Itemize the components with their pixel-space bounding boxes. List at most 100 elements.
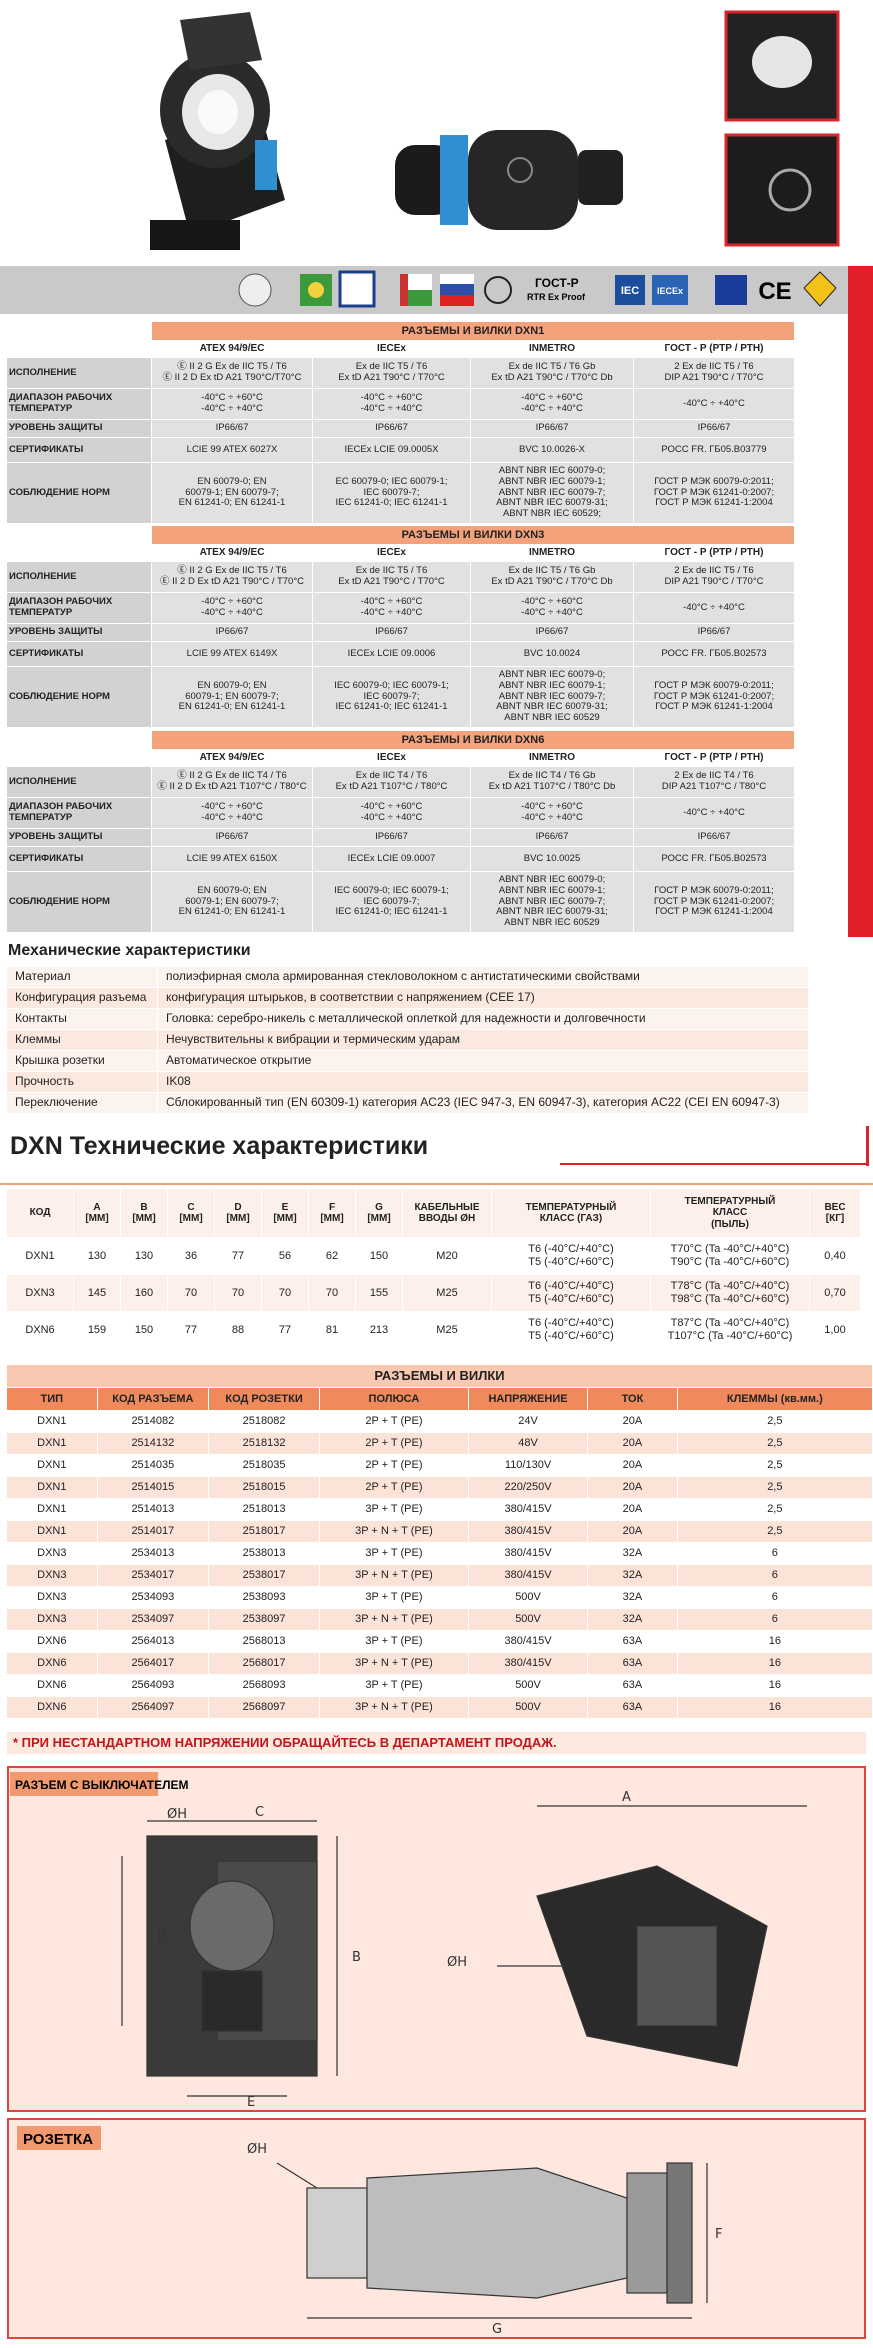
table-cell: РАЗЪЕМЫ И ВИЛКИ DXN6 — [152, 731, 794, 749]
table-cell: ДИАПАЗОН РАБОЧИХ ТЕМПЕРАТУР — [7, 389, 151, 419]
table-cell: DXN1 — [37, 1503, 67, 1516]
table-cell: 70 — [215, 1275, 261, 1311]
table-cell: 2P + T (PE) — [365, 1415, 423, 1428]
table-row: DXN1 130 130 36 77 56 62 150 M20 T6 (-40°C/+40°C)… — [7, 1238, 860, 1274]
table-cell: ТИП — [7, 1388, 97, 1410]
table-row: ДИАПАЗОН РАБОЧИХ ТЕМПЕРАТУР -40°C ÷ +60°C… — [7, 798, 794, 828]
table-cell: DXN1 — [7, 1477, 97, 1498]
table-cell: 220/250V — [468, 1477, 588, 1498]
footnote: * ПРИ НЕСТАНДАРТНОМ НАПРЯЖЕНИИ ОБРАЩАЙТЕ… — [7, 1732, 866, 1754]
table-cell: -40°C ÷ +60°C -40°C ÷ +40°C — [471, 389, 633, 419]
table: КОД A [ММ] B [ММ] C [ММ] D [ММ] E [ММ] F [ММ] G… — [6, 1188, 861, 1349]
table-cell: 500V — [515, 1591, 541, 1604]
table-cell: DXN3 — [37, 1547, 67, 1560]
table-cell: ABNT NBR IEC 60079-0; ABNT NBR IEC 60079… — [471, 463, 633, 523]
table: РАЗЪЕМЫ И ВИЛКИ DXN1 ATEX 94/9/EC IECEx INM… — [6, 321, 795, 524]
table-cell: 2538013 — [242, 1547, 286, 1560]
table-cell: 70 — [168, 1275, 214, 1311]
table-row: DXN3 2534017 2538017 3P + N + T (PE) 380/415… — [7, 1565, 872, 1586]
table-cell: Ⓔ II 2 G Ex de IIC T5 / T6 Ⓔ II 2 D Ex t… — [152, 562, 312, 592]
table-cell: IP66/67 — [634, 624, 794, 641]
logo-text: IECEx — [657, 286, 683, 296]
table-cell: T78°C (Ta -40°C/+40°C) T98°C (Ta -40°C/+… — [651, 1275, 809, 1311]
table-row: Клеммы Нечувствительны к вибрации и терми… — [7, 1030, 808, 1050]
table-cell: DXN6 — [37, 1679, 67, 1692]
table-row: DXN6 2564013 2568013 3P + T (PE) 380/415V 63A… — [7, 1631, 872, 1652]
table-cell: 2538093 — [242, 1591, 286, 1604]
table-cell: Ex de IIC T4 / T6 Ex tD A21 T107°C / T80… — [313, 767, 470, 797]
table-row: УРОВЕНЬ ЗАЩИТЫ IP66/67 IP66/67 IP66/67 IP66/… — [7, 624, 794, 641]
table-cell: 2564013 — [131, 1635, 175, 1648]
table-cell: 2564017 — [97, 1653, 209, 1674]
table-cell: IP66/67 — [634, 420, 794, 437]
table-row: Конфигурация разъема конфигурация штырько… — [7, 988, 808, 1008]
table-cell: УРОВЕНЬ ЗАЩИТЫ — [7, 624, 151, 641]
table-cell: 81 — [325, 1323, 339, 1336]
table-cell: 3P + T (PE) — [365, 1679, 423, 1692]
table-cell: 150 — [369, 1249, 389, 1262]
table-cell: 2514132 — [97, 1433, 209, 1454]
table-cell: ГОСТ - Р (РТР / РТН) — [634, 341, 794, 357]
table-cell: Ⓔ II 2 G Ex de IIC T4 / T6 Ⓔ II 2 D Ex t… — [152, 767, 312, 797]
table-cell: Ex de IIC T4 / T6 Gb Ex tD A21 T107°C / … — [471, 767, 633, 797]
tech-table: КОД A [ММ] B [ММ] C [ММ] D [ММ] E [ММ] F [ММ] G… — [6, 1188, 861, 1349]
table-cell: 2518015 — [209, 1477, 320, 1498]
product-photos — [150, 10, 840, 250]
table-cell: 6 — [771, 1591, 778, 1604]
table-cell: IECEx — [313, 341, 470, 357]
drawing-title: РАЗЪЕМ С ВЫКЛЮЧАТЕЛЕМ — [15, 1778, 189, 1792]
table-cell: IECEx LCIE 09.0005X — [313, 438, 470, 462]
drawing-socket: РОЗЕТКА ØH F G — [7, 2118, 866, 2339]
table-cell: ГОСТ Р МЭК 60079-0:2011; ГОСТ Р МЭК 6124… — [634, 463, 794, 523]
connector-photo — [150, 12, 285, 250]
table-row: DXN3 2534097 2538097 3P + N + T (PE) 500V 32A… — [7, 1609, 872, 1630]
dimension-label: A — [622, 1790, 631, 1805]
table-cell: 63A — [622, 1635, 643, 1648]
table-cell: INMETRO — [471, 341, 633, 357]
table-cell: 2534093 — [131, 1591, 175, 1604]
table-cell: 2518082 — [242, 1415, 286, 1428]
table-cell: 2534097 — [97, 1609, 209, 1630]
table-cell: 1,00 — [824, 1323, 846, 1336]
table-cell: РАЗЪЕМЫ И ВИЛКИ DXN3 — [152, 526, 794, 544]
table-cell: DXN1 — [37, 1459, 67, 1472]
table-cell: 2534013 — [131, 1547, 175, 1560]
table-cell: INMETRO — [471, 750, 633, 766]
table-cell: ТЕМПЕРАТУРНЫЙ КЛАСС (ГАЗ) — [492, 1189, 650, 1237]
section-title: Механические характеристики — [8, 942, 251, 959]
table-row: ИСПОЛНЕНИЕ Ⓔ II 2 G Ex de IIC T4 / T6 Ⓔ I… — [7, 767, 794, 797]
table-cell: -40°C ÷ +60°C -40°C ÷ +40°C — [313, 593, 470, 623]
table-cell: IEC 60079-0; IEC 60079-1; IEC 60079-7; I… — [313, 667, 470, 727]
table-cell: ДИАПАЗОН РАБОЧИХ ТЕМПЕРАТУР — [7, 798, 151, 828]
table-cell: 70 — [262, 1275, 308, 1311]
table-cell: 63A — [588, 1653, 677, 1674]
table-cell: 6 — [771, 1547, 778, 1560]
table-cell: СЕРТИФИКАТЫ — [7, 642, 151, 666]
logo-text: CE — [758, 278, 791, 305]
table-cell: ATEX 94/9/EC — [152, 341, 312, 357]
table-cell: IP66/67 — [152, 420, 312, 437]
table-cell: D [ММ] — [215, 1189, 261, 1237]
table-cell: СЕРТИФИКАТЫ — [7, 438, 151, 462]
table-cell: Материал — [7, 967, 157, 987]
table-cell: 16 — [677, 1697, 872, 1718]
mechanical-table: Материал полиэфирная смола армированная с… — [6, 966, 809, 1114]
table-cell: СОБЛЮДЕНИЕ НОРМ — [7, 463, 151, 523]
dimension-label: G — [492, 2322, 502, 2337]
table-cell: 16 — [768, 1635, 781, 1648]
thumbnail — [724, 133, 840, 247]
table-cell: BVC 10.0024 — [471, 642, 633, 666]
table-cell: 56 — [278, 1249, 292, 1262]
cert-table: РАЗЪЕМЫ И ВИЛКИ DXN3 ATEX 94/9/EC IECEx INM… — [6, 525, 795, 728]
table-cell: T6 (-40°C/+40°C) T5 (-40°C/+60°C) — [528, 1317, 614, 1342]
dimension-label: ØH — [167, 1807, 187, 1822]
table-cell: -40°C ÷ +40°C — [634, 593, 794, 623]
table-cell: EC 60079-0; IEC 60079-1; IEC 60079-7; IE… — [313, 463, 470, 523]
table-cell: Ex de IIC T5 / T6 Gb Ex tD A21 T90°C / T… — [471, 562, 633, 592]
table-cell: КЛЕММЫ (кв.мм.) — [677, 1388, 872, 1410]
table-cell: E [ММ] — [262, 1189, 308, 1237]
table-cell: КОД РОЗЕТКИ — [209, 1388, 320, 1410]
table-cell: Ex de IIC T5 / T6 Ex tD A21 T90°C / T70°… — [313, 562, 470, 592]
table-row: DXN6 2564097 2568097 3P + N + T (PE) 500V 63A… — [7, 1697, 872, 1718]
